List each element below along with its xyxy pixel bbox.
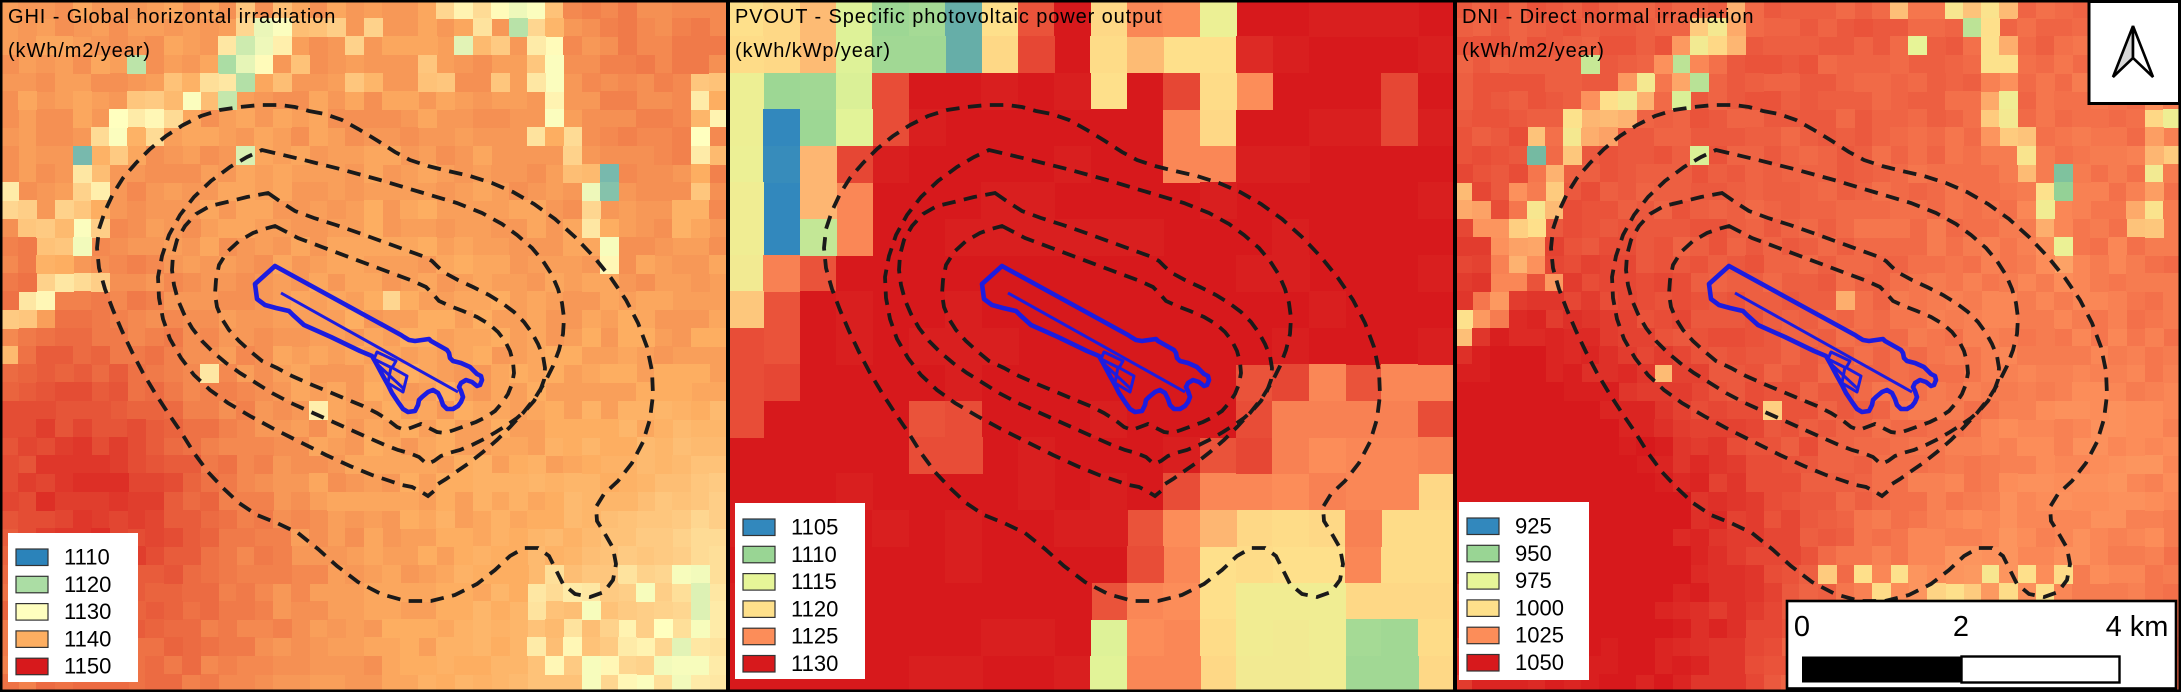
svg-text:1110: 1110 — [64, 545, 110, 570]
svg-text:1105: 1105 — [791, 515, 838, 540]
svg-text:(kWh/m2/year): (kWh/m2/year) — [1462, 40, 1605, 62]
svg-text:1150: 1150 — [64, 654, 111, 679]
svg-text:2: 2 — [1953, 611, 1969, 643]
svg-text:1130: 1130 — [64, 599, 111, 624]
svg-text:1115: 1115 — [791, 569, 837, 594]
svg-text:1110: 1110 — [791, 542, 837, 567]
svg-text:1025: 1025 — [1515, 623, 1564, 648]
svg-text:1050: 1050 — [1515, 650, 1564, 675]
svg-text:1140: 1140 — [64, 626, 111, 651]
svg-text:PVOUT - Specific photovoltaic: PVOUT - Specific photovoltaic power outp… — [735, 6, 1163, 28]
svg-text:1125: 1125 — [791, 624, 838, 649]
svg-text:1000: 1000 — [1515, 595, 1564, 620]
svg-text:1130: 1130 — [791, 651, 838, 676]
svg-text:975: 975 — [1515, 568, 1552, 593]
svg-text:(kWh/kWp/year): (kWh/kWp/year) — [735, 40, 891, 62]
svg-text:DNI - Direct normal irradiatio: DNI - Direct normal irradiation — [1462, 6, 1754, 28]
svg-text:1120: 1120 — [64, 572, 111, 597]
svg-text:4 km: 4 km — [2106, 611, 2169, 643]
svg-text:925: 925 — [1515, 514, 1552, 539]
svg-text:0: 0 — [1794, 611, 1810, 643]
svg-text:GHI - Global horizontal irradi: GHI - Global horizontal irradiation — [8, 6, 336, 28]
svg-text:950: 950 — [1515, 541, 1552, 566]
svg-text:(kWh/m2/year): (kWh/m2/year) — [8, 40, 151, 62]
svg-text:1120: 1120 — [791, 596, 838, 621]
